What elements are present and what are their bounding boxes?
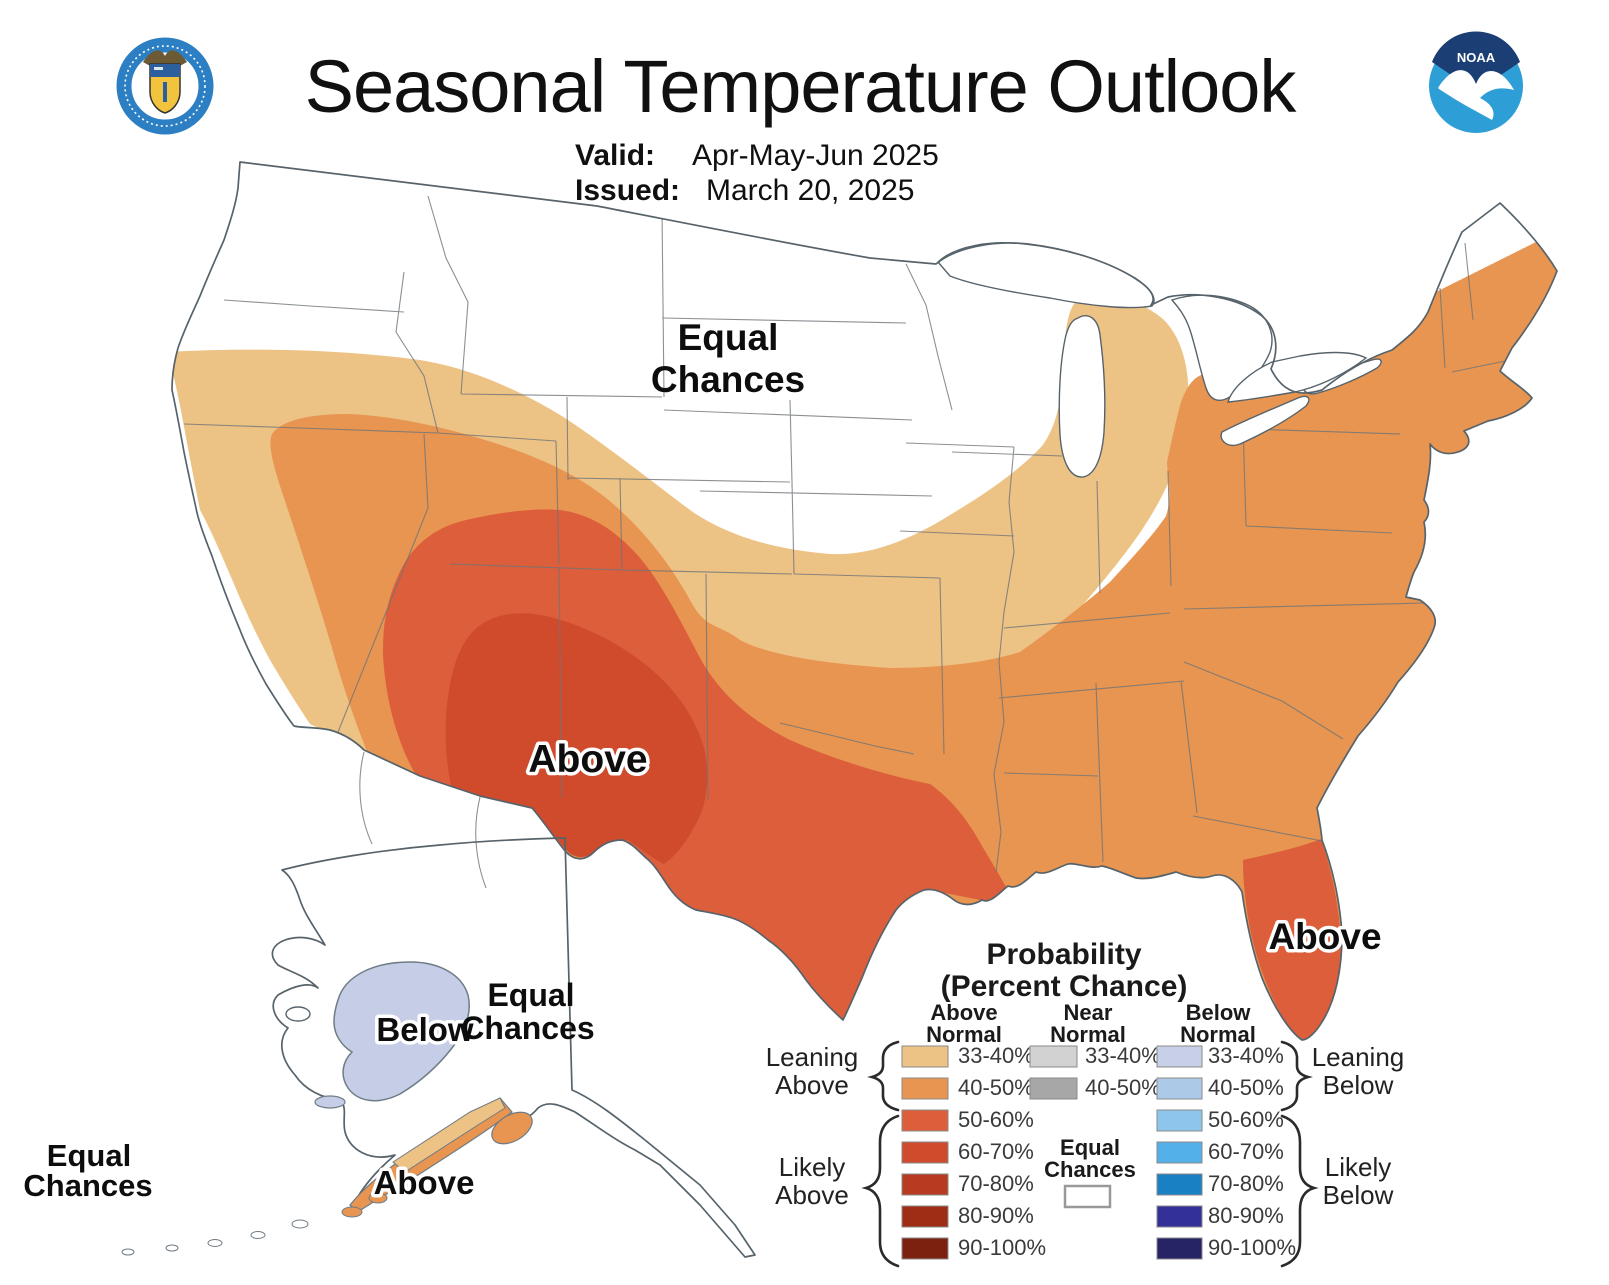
legend-swatch-equal-chances — [1063, 1184, 1112, 1209]
region-florida-above-50-60 — [1243, 839, 1341, 1040]
legend-range-above-70-80: 70-80% — [958, 1171, 1034, 1196]
brace-leaning-above — [867, 1040, 900, 1112]
legend-leaning-below-2: Below — [1323, 1070, 1394, 1100]
legend-range-above-60-70: 60-70% — [958, 1139, 1034, 1164]
lake-erie — [1220, 395, 1310, 447]
legend-range-above-90-100: 90-100% — [958, 1235, 1046, 1260]
legend-likely-above-1: Likely — [779, 1152, 845, 1182]
legend-range-near-33-40: 33-40% — [1085, 1043, 1161, 1068]
label-aleutian-equal-line1: Equal — [47, 1138, 131, 1173]
aleutian-islands — [121, 1180, 417, 1256]
brace-leaning-below — [1280, 1040, 1313, 1112]
brace-likely-above — [861, 1114, 900, 1268]
legend-swatch-below-90-100 — [1156, 1237, 1203, 1260]
nunivak-island — [285, 1006, 311, 1022]
legend-swatch-above-60-70 — [901, 1141, 949, 1164]
legend-likely-above-2: Above — [775, 1180, 849, 1210]
legend-swatch-below-80-90 — [1156, 1205, 1203, 1228]
legend-swatch-above-90-100 — [901, 1237, 949, 1260]
header: Seasonal Temperature Outlook Valid: Apr-… — [116, 31, 1523, 207]
kodiak-island-above — [491, 1111, 533, 1145]
state-boundaries — [183, 195, 1511, 873]
great-lakes — [937, 242, 1382, 478]
legend-range-above-50-60: 50-60% — [958, 1107, 1034, 1132]
legend-title-line1: Probability — [986, 938, 1141, 971]
legend-range-below-80-90: 80-90% — [1208, 1203, 1284, 1228]
label-equal-chances-north-line2: Chances — [651, 359, 805, 400]
alaska-inset — [121, 837, 756, 1258]
legend-range-above-33-40: 33-40% — [958, 1043, 1034, 1068]
legend-near-header-1: Near — [1064, 1000, 1113, 1025]
alaska-mainland — [271, 837, 756, 1258]
conus-map — [171, 161, 1558, 1041]
legend-title-line2: (Percent Chance) — [941, 970, 1188, 1003]
legend-range-below-33-40: 33-40% — [1208, 1043, 1284, 1068]
legend: Probability (Percent Chance) Above Norma… — [766, 938, 1405, 1268]
conus-coastline — [171, 161, 1558, 1041]
legend-range-below-40-50: 40-50% — [1208, 1075, 1284, 1100]
legend-below-header-2: Normal — [1180, 1022, 1256, 1047]
label-alaska-equal-line2: Chances — [461, 1010, 594, 1046]
issued-label: Issued: — [575, 174, 680, 207]
legend-range-below-50-60: 50-60% — [1208, 1107, 1284, 1132]
alaska-peninsula-above-33-40 — [392, 1097, 506, 1173]
legend-leaning-below-1: Leaning — [1312, 1042, 1405, 1072]
legend-above-header-2: Normal — [926, 1022, 1002, 1047]
legend-above-header-1: Above — [930, 1000, 997, 1025]
legend-range-near-40-50: 40-50% — [1085, 1075, 1161, 1100]
legend-likely-below-1: Likely — [1325, 1152, 1391, 1182]
legend-range-above-80-90: 80-90% — [958, 1203, 1034, 1228]
label-alaska-above: Above — [374, 1164, 475, 1201]
legend-swatch-below-50-60 — [1156, 1109, 1203, 1132]
noaa-logo-text: NOAA — [1457, 50, 1496, 65]
brace-likely-below — [1280, 1114, 1319, 1268]
label-above-southwest: Above — [528, 738, 647, 781]
label-alaska-below: Below — [376, 1011, 474, 1048]
page-title: Seasonal Temperature Outlook — [305, 45, 1298, 128]
label-above-florida: Above — [1268, 916, 1381, 957]
legend-near-column: 33-40% 40-50% Equal Chances — [1029, 1043, 1161, 1209]
legend-swatch-below-40-50 — [1156, 1077, 1203, 1100]
legend-below-header-1: Below — [1186, 1000, 1252, 1025]
map-labels: Equal Chances Above Above Below Equal Ch… — [23, 317, 1385, 1205]
legend-swatch-above-33-40 — [901, 1045, 949, 1068]
mexico-outline-hint — [359, 751, 487, 889]
legend-swatch-below-33-40 — [1156, 1045, 1203, 1068]
alaska-below-region — [333, 961, 470, 1102]
legend-swatch-near-33-40 — [1029, 1045, 1078, 1068]
label-alaska-equal-line1: Equal — [487, 977, 574, 1013]
issued-value: March 20, 2025 — [706, 174, 914, 207]
noaa-logo-icon: NOAA — [1429, 31, 1523, 133]
legend-swatch-above-50-60 — [901, 1109, 949, 1132]
valid-label: Valid: — [575, 139, 655, 172]
st-lawrence-island — [314, 1095, 346, 1109]
legend-range-below-60-70: 60-70% — [1208, 1139, 1284, 1164]
legend-swatch-above-70-80 — [901, 1173, 949, 1196]
legend-range-below-70-80: 70-80% — [1208, 1171, 1284, 1196]
label-equal-chances-north-line1: Equal — [678, 317, 779, 358]
legend-near-header-2: Normal — [1050, 1022, 1126, 1047]
lake-michigan — [1058, 315, 1106, 478]
legend-above-column: 33-40% 40-50% 50-60% 60-70% 70-80% 80-90… — [901, 1043, 1046, 1260]
legend-likely-below-2: Below — [1323, 1180, 1394, 1210]
legend-below-column: 33-40% 40-50% 50-60% 60-70% 70-80% 80-90… — [1156, 1043, 1296, 1260]
legend-swatch-below-70-80 — [1156, 1173, 1203, 1196]
valid-value: Apr-May-Jun 2025 — [692, 139, 939, 172]
legend-range-below-90-100: 90-100% — [1208, 1235, 1296, 1260]
legend-leaning-above-2: Above — [775, 1070, 849, 1100]
commerce-seal-icon — [116, 37, 214, 135]
legend-equal-chances-line1: Equal — [1060, 1135, 1120, 1160]
legend-equal-chances-line2: Chances — [1044, 1157, 1136, 1182]
legend-swatch-below-60-70 — [1156, 1141, 1203, 1164]
region-above-60-70 — [445, 613, 708, 864]
label-aleutian-equal-line2: Chances — [23, 1168, 152, 1203]
legend-swatch-above-80-90 — [901, 1205, 949, 1228]
legend-swatch-above-40-50 — [901, 1077, 949, 1100]
legend-swatch-near-40-50 — [1029, 1077, 1078, 1100]
legend-range-above-40-50: 40-50% — [958, 1075, 1034, 1100]
legend-leaning-above-1: Leaning — [766, 1042, 859, 1072]
